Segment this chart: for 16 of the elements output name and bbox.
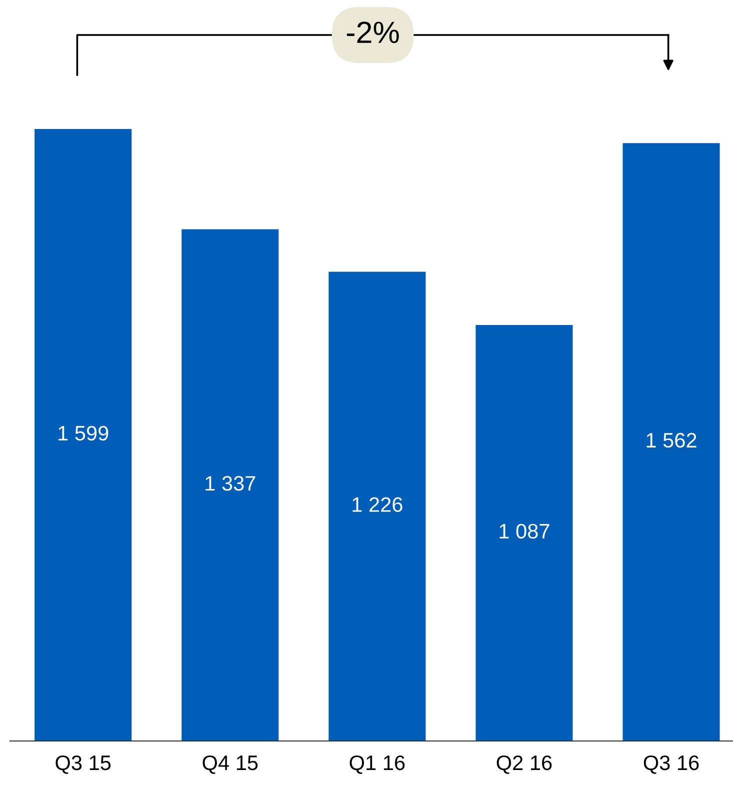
data-label: 1 562 <box>646 432 696 448</box>
x-tick-label: Q3 16 <box>644 755 699 774</box>
x-tick-label: Q1 16 <box>350 755 405 774</box>
x-tick-label: Q2 16 <box>496 755 552 774</box>
data-label: 1 337 <box>206 476 256 491</box>
text: -2% <box>346 22 399 44</box>
data-label: 1 087 <box>500 524 550 539</box>
bar <box>328 272 426 741</box>
x-tick-label: Q3 15 <box>56 755 111 774</box>
bar <box>34 129 132 741</box>
data-label: 1 226 <box>352 497 402 512</box>
bar <box>622 143 720 741</box>
bar <box>182 229 279 741</box>
data-label: 1 599 <box>58 426 108 441</box>
x-tick-label: Q4 15 <box>202 755 258 774</box>
bar <box>476 324 573 741</box>
